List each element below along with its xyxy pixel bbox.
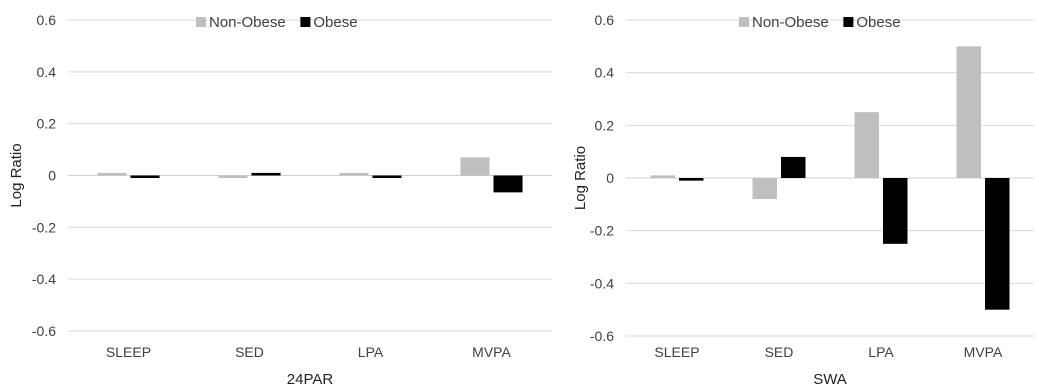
y-tick-label: 0.2 — [595, 117, 615, 133]
x-tick-label: LPA — [358, 344, 384, 360]
y-tick-label: -0.4 — [590, 275, 614, 291]
y-tick-label: 0.4 — [595, 65, 615, 81]
x-tick-label: SED — [235, 344, 264, 360]
x-tick-label: SLEEP — [106, 344, 151, 360]
bar-obese-mvpa — [493, 175, 523, 193]
x-tick-label: SLEEP — [654, 344, 699, 360]
bar-obese-sed — [781, 156, 806, 178]
bar-non-obese-lpa — [854, 112, 879, 178]
bar-non-obese-lpa — [339, 172, 369, 176]
legend-swatch — [196, 17, 206, 27]
x-axis-title: 24PAR — [287, 371, 334, 388]
y-tick-label: -0.6 — [590, 328, 614, 344]
legend-swatch — [739, 17, 749, 27]
legend-label: Non-Obese — [209, 14, 286, 31]
y-tick-label: -0.2 — [32, 219, 56, 235]
y-axis-title: Log Ratio — [8, 143, 25, 207]
y-tick-label: 0.6 — [37, 12, 57, 28]
chart-panel-2: -0.6 -0.4 -0.2 0 0.2 0.4 0.6 SLEEP SED LPA MVPA SWA… — [572, 12, 1034, 388]
bar-obese-lpa — [883, 178, 908, 244]
bar-non-obese-mvpa — [956, 46, 981, 179]
bar-non-obese-sleep — [650, 175, 675, 178]
y-tick-label: 0 — [606, 170, 614, 186]
x-tick-label: MVPA — [964, 344, 1003, 360]
bar-non-obese-mvpa — [460, 157, 490, 176]
bar-non-obese-sleep — [97, 172, 127, 176]
y-axis-title: Log Ratio — [572, 146, 589, 210]
x-tick-label: LPA — [868, 344, 894, 360]
x-tick-label: SED — [765, 344, 794, 360]
y-tick-label: -0.2 — [590, 223, 614, 239]
y-tick-label: 0.2 — [37, 116, 57, 132]
legend-label: Non-Obese — [752, 14, 829, 31]
legend-swatch — [843, 17, 854, 27]
bar-non-obese-sed — [752, 178, 777, 200]
legend-swatch — [300, 17, 311, 27]
bar-obese-lpa — [372, 175, 402, 178]
bar-obese-sed — [251, 172, 281, 176]
bar-obese-sleep — [679, 178, 704, 181]
legend: Non-Obese Obese — [739, 14, 901, 31]
y-tick-label: -0.6 — [32, 323, 56, 339]
y-tick-label: 0.6 — [595, 12, 615, 28]
y-tick-label: 0 — [48, 168, 56, 184]
legend-label: Obese — [856, 14, 900, 31]
y-tick-label: 0.4 — [37, 64, 57, 80]
bar-non-obese-sed — [218, 175, 248, 178]
chart-panel-1: -0.6 -0.4 -0.2 0 0.2 0.4 0.6 SLEEP SED LPA MVPA 24P… — [8, 12, 552, 388]
y-tick-label: -0.4 — [32, 271, 56, 287]
bar-obese-mvpa — [985, 178, 1010, 310]
legend: Non-Obese Obese — [196, 14, 358, 31]
x-axis-title: SWA — [813, 371, 847, 388]
legend-label: Obese — [313, 14, 357, 31]
bar-obese-sleep — [130, 175, 160, 178]
x-tick-label: MVPA — [472, 344, 511, 360]
